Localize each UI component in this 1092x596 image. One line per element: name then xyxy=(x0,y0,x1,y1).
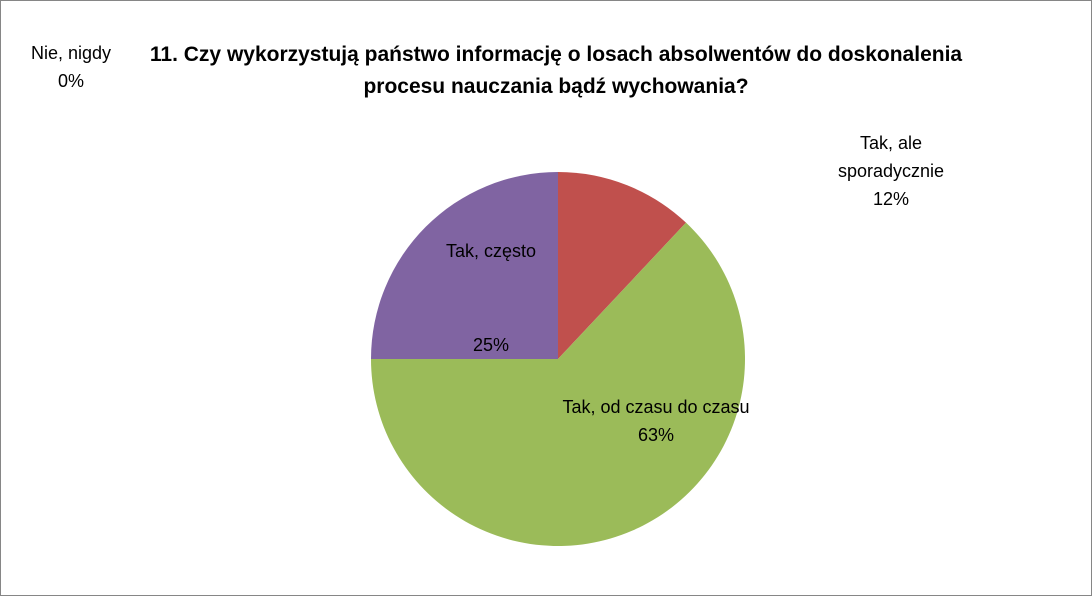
value-label: 12% xyxy=(872,189,910,209)
pie-slice xyxy=(371,172,558,359)
category-label: Tak, często xyxy=(445,241,537,261)
data-label: Tak, od czasu do czasu 63% xyxy=(556,393,756,449)
category-label: Tak, od czasu do czasu xyxy=(562,397,750,417)
value-label: 0% xyxy=(57,71,84,91)
data-label: Tak, często 25% xyxy=(421,237,561,359)
category-label: Nie, nigdy xyxy=(30,43,112,63)
pie-slice xyxy=(371,222,746,546)
data-label: Tak, ale sporadycznie 12% xyxy=(811,129,971,213)
chart-title: 11. Czy wykorzystują państwo informację … xyxy=(149,43,963,98)
value-label: 63% xyxy=(637,425,675,445)
pie-slice xyxy=(558,172,687,359)
data-label: Nie, nigdy 0% xyxy=(21,39,121,95)
category-label: Tak, ale sporadycznie xyxy=(837,133,945,181)
value-label: 25% xyxy=(472,335,510,355)
